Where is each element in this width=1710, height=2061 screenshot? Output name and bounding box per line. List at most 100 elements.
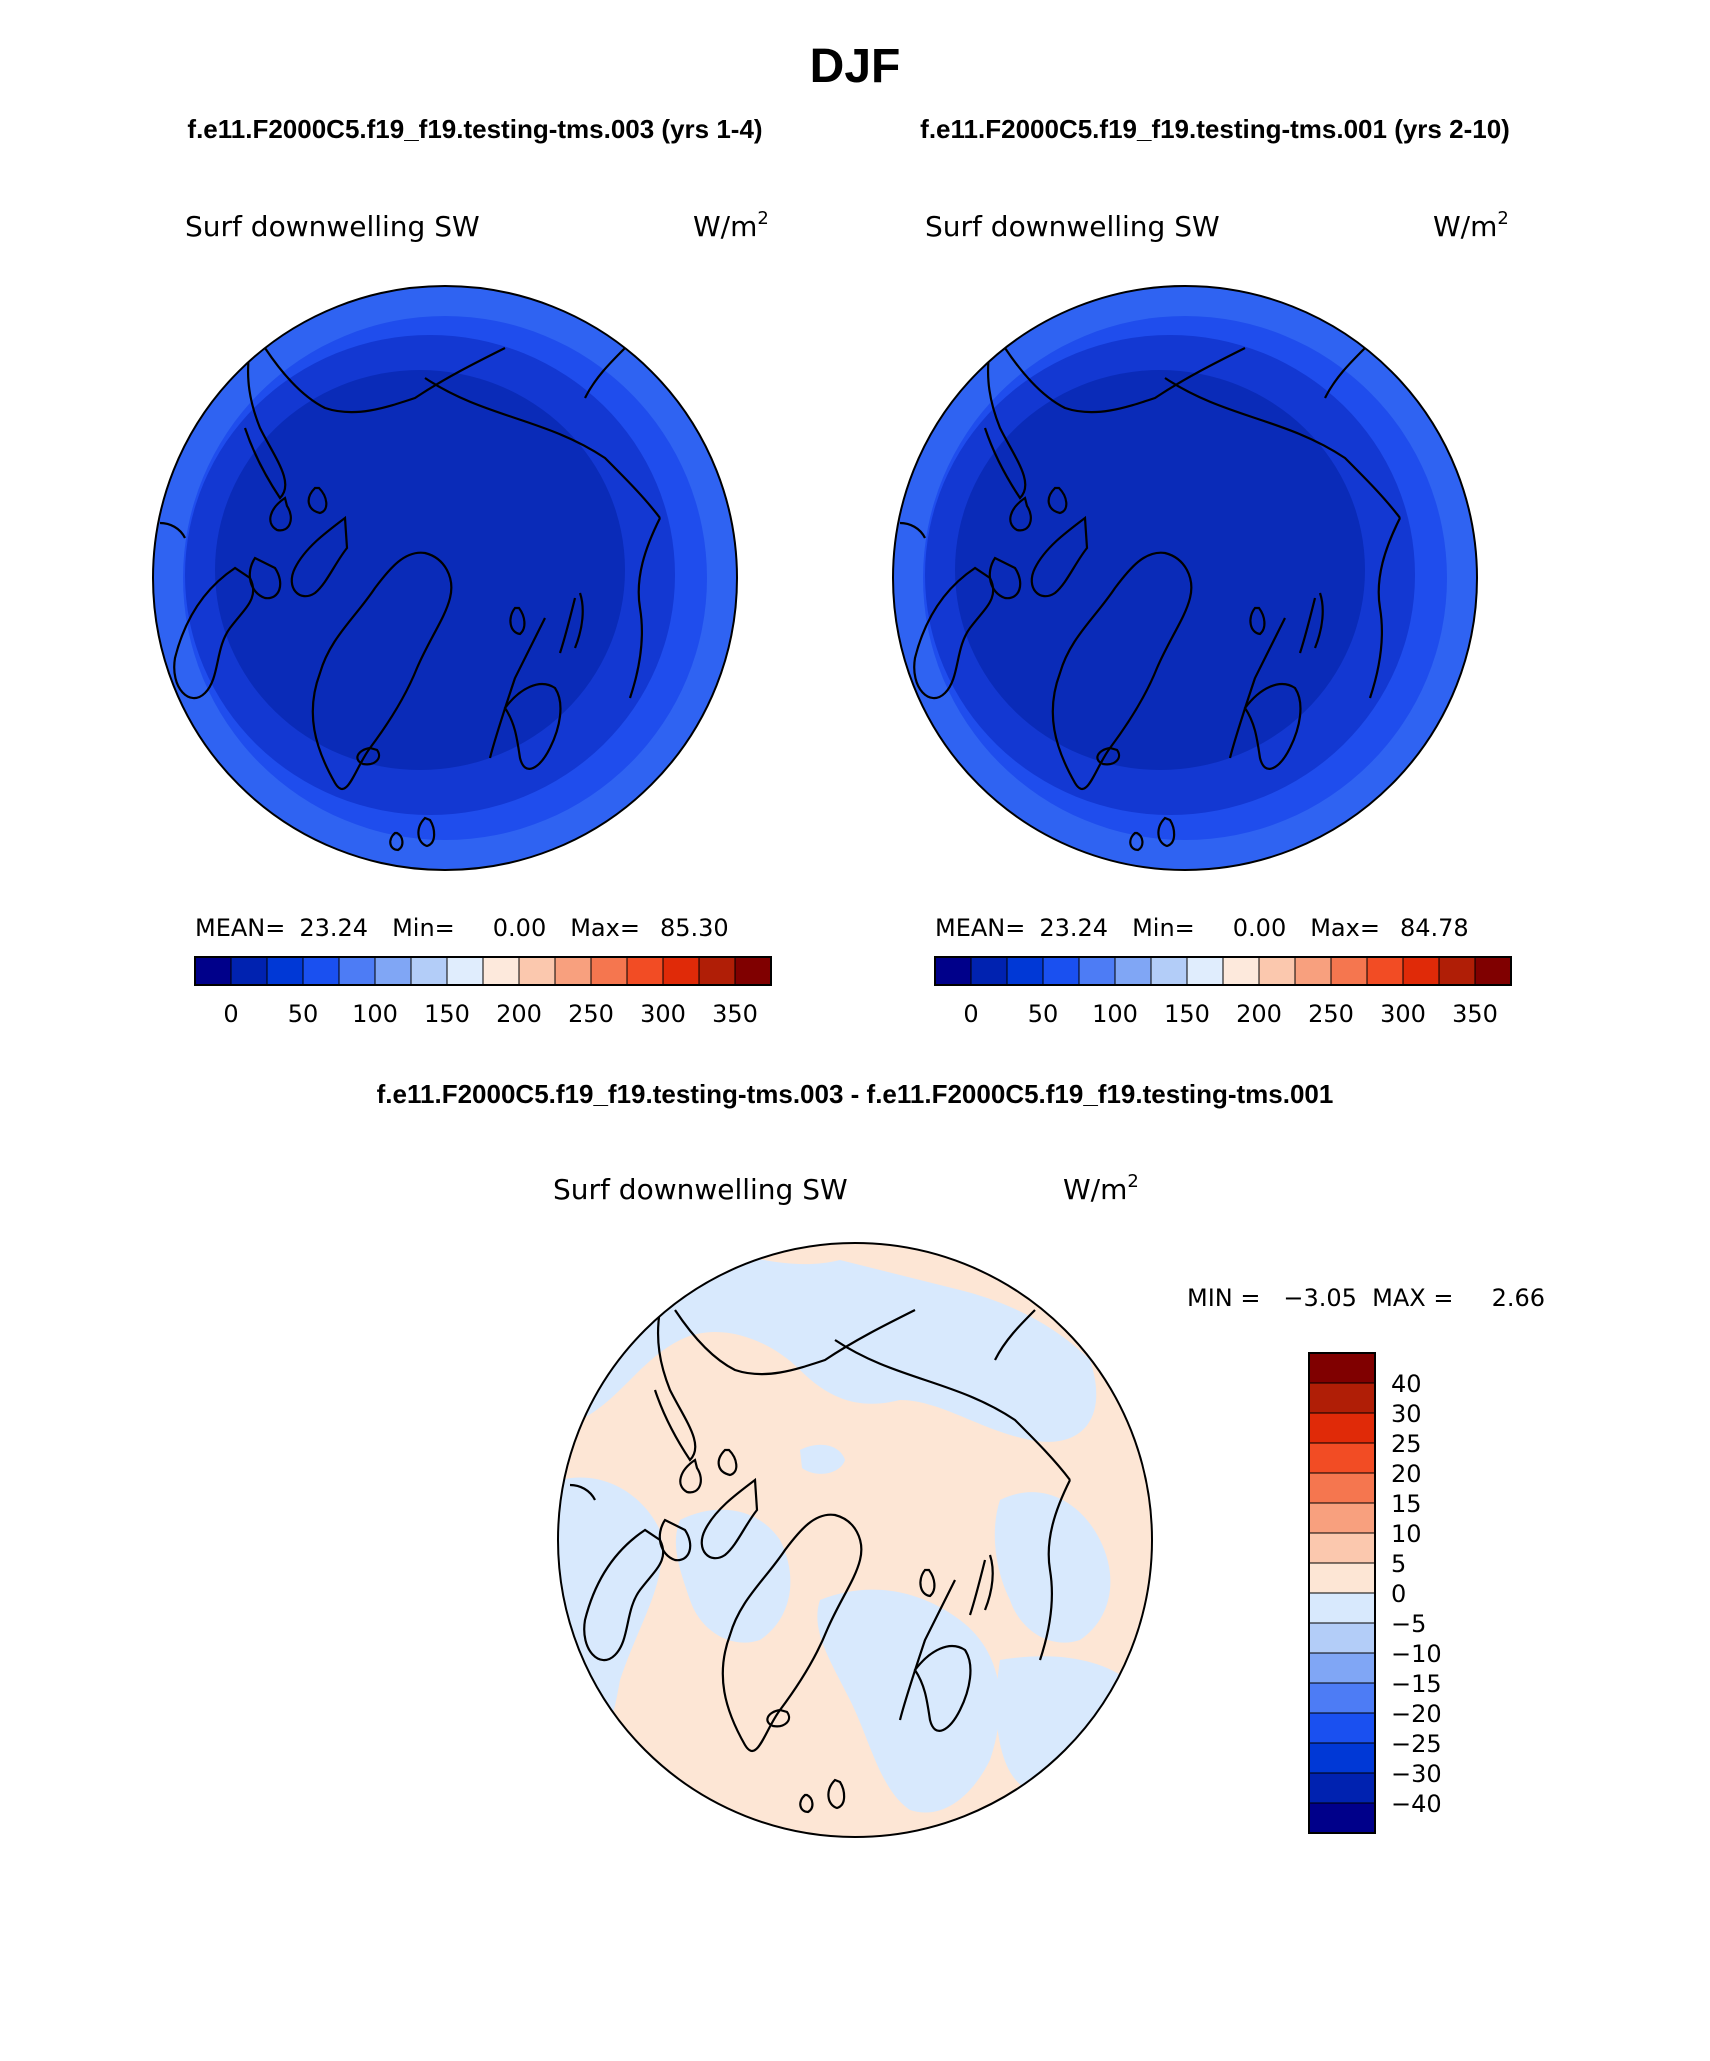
diff-colorbar-tick-label: 15	[1391, 1490, 1422, 1518]
colorbar-2-tick-label: 100	[1092, 1000, 1138, 1028]
colorbar-2-tick-label: 350	[1452, 1000, 1498, 1028]
panel-1-map-border	[152, 285, 738, 871]
colorbar-1-tick-label: 300	[640, 1000, 686, 1028]
colorbar-1-swatch	[230, 956, 268, 986]
panel-2-map-border	[892, 285, 1478, 871]
diff-map-border	[557, 1242, 1153, 1838]
diff-colorbar-swatch	[1308, 1772, 1376, 1804]
colorbar-1-swatch	[338, 956, 376, 986]
diff-colorbar-tick-label: 30	[1391, 1400, 1422, 1428]
diff-colorbar-swatch	[1308, 1622, 1376, 1654]
colorbar-1-swatch	[410, 956, 448, 986]
colorbar-2-swatch	[1258, 956, 1296, 986]
colorbar-2-tick-label: 250	[1308, 1000, 1354, 1028]
colorbar-1-swatch	[482, 956, 520, 986]
colorbar-2-swatch	[1006, 956, 1044, 986]
diff-colorbar-swatch	[1308, 1502, 1376, 1534]
diff-units-sup: 2	[1127, 1171, 1138, 1192]
colorbar-1-swatch	[374, 956, 412, 986]
colorbar-2-swatch	[1150, 956, 1188, 986]
colorbar-1-tick-label: 0	[223, 1000, 238, 1028]
diff-colorbar-tick-label: 10	[1391, 1520, 1422, 1548]
panel-1-map	[153, 286, 737, 870]
colorbar-1-tick-label: 350	[712, 1000, 758, 1028]
colorbar-1-tick-label: 150	[424, 1000, 470, 1028]
diff-colorbar-tick-label: −25	[1391, 1730, 1442, 1758]
diff-units-base: W/m	[1063, 1173, 1127, 1206]
diff-colorbar-frame	[1308, 1352, 1376, 1834]
panel-1-units: W/m2	[693, 208, 769, 243]
panel-2-stats: MEAN= 23.24 Min= 0.00 Max= 84.78	[935, 914, 1469, 942]
colorbar-2-swatch	[1330, 956, 1368, 986]
colorbar-2-swatch	[1222, 956, 1260, 986]
colorbar-2-tick-label: 0	[963, 1000, 978, 1028]
panel-1-units-base: W/m	[693, 210, 757, 243]
colorbar-2-swatch	[1402, 956, 1440, 986]
colorbar-2-swatch	[934, 956, 972, 986]
colorbar-2-tick-label: 50	[1028, 1000, 1059, 1028]
colorbar-1-swatch	[734, 956, 772, 986]
colorbar-1-swatch	[590, 956, 628, 986]
diff-colorbar-swatch	[1308, 1562, 1376, 1594]
diff-colorbar-swatch	[1308, 1532, 1376, 1564]
colorbar-1-swatch	[626, 956, 664, 986]
panel-1-stats: MEAN= 23.24 Min= 0.00 Max= 85.30	[195, 914, 729, 942]
panel-1-units-sup: 2	[757, 208, 768, 229]
panel-2: Surf downwelling SW W/m2 MEAN= 23.24 Min= 0…	[892, 208, 1512, 1028]
panel-2-units: W/m2	[1433, 208, 1509, 243]
diff-colorbar-tick-label: −20	[1391, 1700, 1442, 1728]
diff-colorbar-tick-label: 0	[1391, 1580, 1406, 1608]
colorbar-1-tick-label: 250	[568, 1000, 614, 1028]
diff-colorbar-tick-label: −15	[1391, 1670, 1442, 1698]
colorbar-1-tick-label: 200	[496, 1000, 542, 1028]
diff-colorbar-swatch	[1308, 1742, 1376, 1774]
panel-1-variable: Surf downwelling SW	[185, 210, 480, 243]
colorbar-1-frame	[194, 956, 772, 986]
colorbar-2-swatch	[1474, 956, 1512, 986]
diff-colorbar-swatch	[1308, 1712, 1376, 1744]
diff-colorbar-tick-label: 20	[1391, 1460, 1422, 1488]
panel-2-colorbar: 0 50 100 150 200 250 300 350	[934, 956, 1512, 1028]
diff-colorbar-swatch	[1308, 1352, 1376, 1384]
panel-2-units-sup: 2	[1497, 208, 1508, 229]
colorbar-1-swatch	[554, 956, 592, 986]
colorbar-1-swatch	[194, 956, 232, 986]
colorbar-2-swatch	[1186, 956, 1224, 986]
colorbar-1-swatch	[698, 956, 736, 986]
diff-colorbar-swatch	[1308, 1682, 1376, 1714]
diff-colorbar-swatch	[1308, 1652, 1376, 1684]
colorbar-2-swatch	[1114, 956, 1152, 986]
colorbar-2-swatch	[1438, 956, 1476, 986]
colorbar-2-swatch	[1294, 956, 1332, 986]
case-title-2: f.e11.F2000C5.f19_f19.testing-tms.001 (y…	[920, 114, 1510, 144]
diff-colorbar-tick-label: −10	[1391, 1640, 1442, 1668]
colorbar-1-swatch	[302, 956, 340, 986]
panel-1-colorbar: 0 50 100 150 200 250 300 350	[194, 956, 772, 1028]
diff-colorbar-tick-label: −30	[1391, 1760, 1442, 1788]
diff-colorbar-swatch	[1308, 1382, 1376, 1414]
colorbar-1-swatch	[446, 956, 484, 986]
colorbar-2-swatch	[1042, 956, 1080, 986]
diff-colorbar-swatch	[1308, 1802, 1376, 1834]
diff-map	[558, 1243, 1152, 1837]
panel-2-map	[893, 286, 1477, 870]
panel-1: Surf downwelling SW W/m2 MEAN= 23.24 Min= 0…	[152, 208, 772, 1028]
colorbar-1-swatch	[266, 956, 304, 986]
season-title: DJF	[810, 40, 901, 93]
colorbar-2-swatch	[1078, 956, 1116, 986]
colorbar-2-swatch	[970, 956, 1008, 986]
colorbar-2-tick-label: 150	[1164, 1000, 1210, 1028]
panel-2-units-base: W/m	[1433, 210, 1497, 243]
diff-colorbar-tick-label: 25	[1391, 1430, 1422, 1458]
colorbar-1-tick-label: 100	[352, 1000, 398, 1028]
colorbar-2-frame	[934, 956, 1512, 986]
colorbar-2-swatch	[1366, 956, 1404, 986]
diff-colorbar-swatch	[1308, 1412, 1376, 1444]
colorbar-2-tick-label: 200	[1236, 1000, 1282, 1028]
diff-colorbar-tick-label: 5	[1391, 1550, 1406, 1578]
case-title-1: f.e11.F2000C5.f19_f19.testing-tms.003 (y…	[187, 114, 762, 144]
panel-2-variable: Surf downwelling SW	[925, 210, 1220, 243]
diff-colorbar-swatch	[1308, 1442, 1376, 1474]
